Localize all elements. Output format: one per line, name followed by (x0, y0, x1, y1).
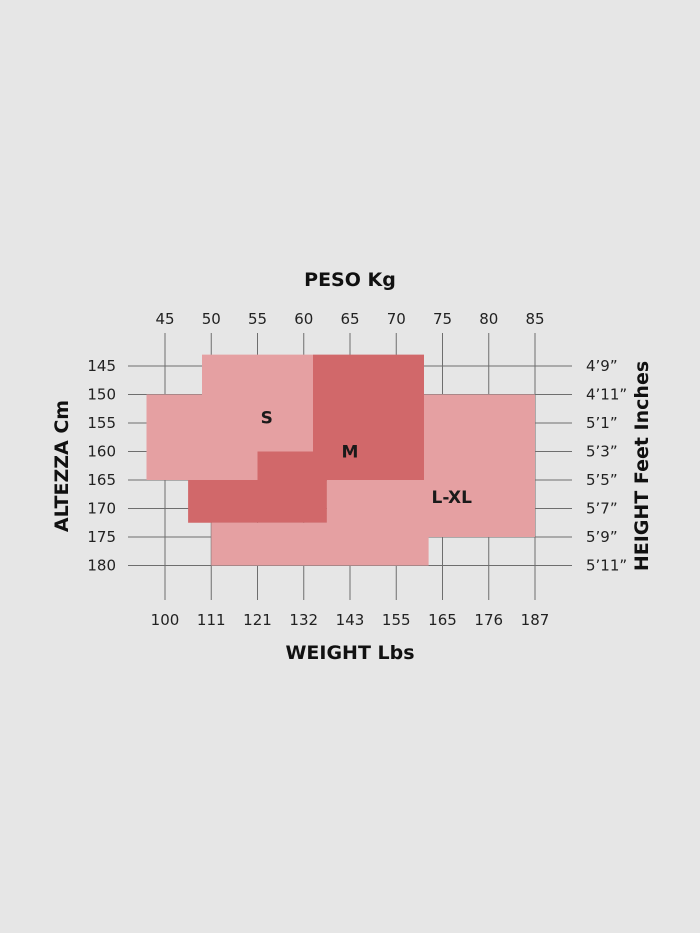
size-zone-m (188, 354, 424, 523)
left-axis-title: ALTEZZA Cm (51, 400, 73, 532)
tick-label-lbs: 100 (151, 611, 180, 629)
tick-label-cm: 160 (87, 443, 116, 461)
tick-label-cm: 165 (87, 471, 116, 489)
tick-label-kg: 75 (433, 310, 452, 328)
tick-label-ftin: 5’7” (586, 500, 618, 518)
tick-label-ftin: 5’5” (586, 471, 618, 489)
tick-label-cm: 150 (87, 386, 116, 404)
tick-label-cm: 180 (87, 557, 116, 575)
tick-label-kg: 80 (479, 310, 498, 328)
tick-label-lbs: 155 (382, 611, 411, 629)
tick-label-kg: 65 (340, 310, 359, 328)
tick-label-lbs: 187 (521, 611, 550, 629)
tick-label-lbs: 143 (336, 611, 365, 629)
size-zone-label-l-xl: L-XL (432, 488, 473, 508)
axis-tick-labels: 45 50 55 60 65 70 75 80 85 100 111 121 132 143 155 165 1… (87, 310, 627, 629)
size-zone-label-s: S (261, 408, 273, 428)
tick-label-ftin: 5’9” (586, 528, 618, 546)
tick-label-lbs: 121 (243, 611, 272, 629)
tick-label-cm: 170 (87, 500, 116, 518)
tick-label-ftin: 4’11” (586, 386, 627, 404)
tick-label-lbs: 165 (428, 611, 457, 629)
size-zone-s (146, 354, 350, 480)
size-zones (146, 354, 536, 566)
tick-label-ftin: 5’11” (586, 557, 627, 575)
tick-label-lbs: 111 (197, 611, 226, 629)
tick-label-ftin: 4’9” (586, 357, 618, 375)
tick-label-kg: 50 (202, 310, 221, 328)
tick-label-cm: 145 (87, 357, 116, 375)
tick-label-kg: 55 (248, 310, 267, 328)
tick-label-cm: 155 (87, 414, 116, 432)
tick-label-ftin: 5’3” (586, 443, 618, 461)
tick-label-lbs: 132 (289, 611, 318, 629)
tick-label-kg: 85 (525, 310, 544, 328)
size-zone-label-m: M (342, 443, 359, 463)
tick-label-kg: 70 (387, 310, 406, 328)
tick-label-kg: 60 (294, 310, 313, 328)
bottom-axis-title: WEIGHT Lbs (285, 642, 414, 664)
right-axis-title: HEIGHT Feet Inches (631, 361, 653, 571)
tick-label-cm: 175 (87, 528, 116, 546)
size-zone-labels: S L-XL M (261, 408, 473, 508)
tick-label-lbs: 176 (474, 611, 503, 629)
tick-label-kg: 45 (155, 310, 174, 328)
top-axis-title: PESO Kg (304, 269, 396, 291)
tick-label-ftin: 5’1” (586, 414, 618, 432)
